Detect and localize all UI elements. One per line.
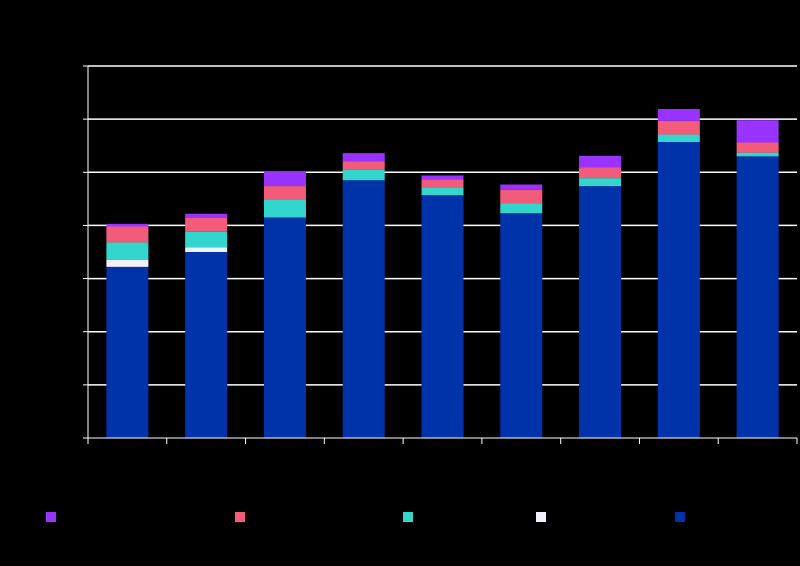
bar-1-series-5 <box>106 223 149 227</box>
bar-9-series-1 <box>736 156 779 439</box>
bar-4-series-4 <box>342 161 385 170</box>
bar-6-series-4 <box>500 189 543 204</box>
bar-8-series-3 <box>657 134 700 142</box>
bar-1-series-1 <box>106 266 149 438</box>
bar-4-series-5 <box>342 153 385 162</box>
bar-4-series-1 <box>342 180 385 438</box>
bar-5-series-5 <box>421 175 464 180</box>
bar-1-series-4 <box>106 226 149 243</box>
legend-item-4 <box>536 512 552 522</box>
bar-7-series-1 <box>579 186 622 438</box>
legend-item-5 <box>675 512 691 522</box>
bar-6-series-1 <box>500 213 543 438</box>
bars <box>106 109 779 439</box>
bar-2-series-2 <box>185 247 228 252</box>
bar-7-series-5 <box>579 155 622 168</box>
bar-2-series-5 <box>185 213 228 218</box>
legend <box>0 512 800 528</box>
bar-3-series-3 <box>263 199 306 218</box>
legend-swatch-4 <box>536 512 546 522</box>
bar-1-series-3 <box>106 242 149 260</box>
bar-9-series-3 <box>736 152 779 157</box>
bar-3-series-4 <box>263 186 306 200</box>
legend-swatch-1 <box>46 512 56 522</box>
bar-7-series-3 <box>579 178 622 187</box>
bar-9-series-4 <box>736 142 779 153</box>
bar-7-series-4 <box>579 167 622 179</box>
legend-item-1 <box>46 512 62 522</box>
bar-3-series-1 <box>263 217 306 438</box>
legend-swatch-2 <box>235 512 245 522</box>
bar-6-series-3 <box>500 203 543 214</box>
axes <box>83 65 798 444</box>
legend-item-3 <box>403 512 419 522</box>
bar-5-series-1 <box>421 195 464 438</box>
bar-4-series-3 <box>342 169 385 181</box>
bar-1-series-2 <box>106 259 149 267</box>
legend-swatch-5 <box>675 512 685 522</box>
bar-2-series-1 <box>185 252 228 438</box>
legend-swatch-3 <box>403 512 413 522</box>
bar-3-series-5 <box>263 171 306 187</box>
bar-5-series-4 <box>421 179 464 188</box>
bar-6-series-5 <box>500 184 543 190</box>
bar-8-series-1 <box>657 141 700 438</box>
bar-2-series-4 <box>185 217 228 232</box>
bar-2-series-3 <box>185 231 228 248</box>
bar-8-series-5 <box>657 109 700 121</box>
legend-item-2 <box>235 512 251 522</box>
bar-5-series-3 <box>421 187 464 196</box>
bar-9-series-5 <box>736 120 779 143</box>
bar-8-series-4 <box>657 120 700 135</box>
